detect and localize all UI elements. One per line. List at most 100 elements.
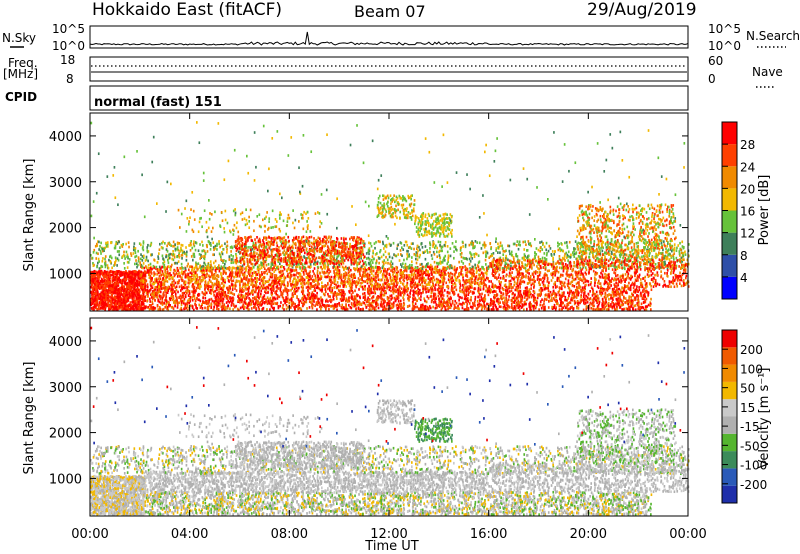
power-cell xyxy=(630,295,633,299)
power-cell xyxy=(115,288,117,292)
power-cell xyxy=(428,288,431,292)
power-cell xyxy=(440,293,443,297)
power-cell xyxy=(569,290,572,294)
power-cell xyxy=(220,305,223,309)
power-cell xyxy=(367,277,369,281)
power-cell xyxy=(377,306,380,310)
power-cell xyxy=(93,285,96,288)
power-cell xyxy=(118,276,121,280)
power-cell xyxy=(371,304,374,308)
power-cell xyxy=(151,308,154,312)
power-cell xyxy=(607,308,610,312)
power-cell xyxy=(119,293,122,296)
power-cell xyxy=(180,308,183,312)
power-cell xyxy=(502,292,505,296)
power-cell xyxy=(647,291,650,294)
power-cell xyxy=(338,265,341,268)
power-cell xyxy=(310,283,313,287)
power-cell xyxy=(140,302,143,306)
power-cell xyxy=(583,298,585,302)
power-cell xyxy=(592,304,594,308)
power-cell xyxy=(333,304,336,308)
power-cell xyxy=(451,301,454,305)
power-cell xyxy=(397,306,400,309)
power-cell xyxy=(360,302,363,306)
power-cell xyxy=(418,297,420,300)
power-cell xyxy=(94,274,96,278)
power-cell xyxy=(446,294,449,298)
power-cell xyxy=(129,308,131,312)
power-cell xyxy=(160,294,162,298)
power-cell xyxy=(431,278,433,282)
power-cell xyxy=(518,308,521,311)
power-cell xyxy=(147,291,150,294)
power-cell xyxy=(477,289,479,293)
power-cell xyxy=(142,294,145,297)
power-cell xyxy=(128,270,130,274)
power-cell xyxy=(317,278,320,282)
power-cell xyxy=(519,286,521,289)
power-cell xyxy=(370,272,373,275)
power-cell xyxy=(95,285,97,289)
power-cell xyxy=(132,281,134,284)
power-cell xyxy=(113,286,115,290)
power-cell xyxy=(200,285,202,288)
power-cell xyxy=(204,288,206,291)
power-cell xyxy=(117,270,120,274)
power-cell xyxy=(438,297,440,301)
power-cell xyxy=(441,304,444,308)
power-cell xyxy=(403,301,405,305)
power-cell xyxy=(605,304,608,308)
power-cell xyxy=(406,288,409,292)
power-cell xyxy=(592,291,594,295)
power-cell xyxy=(425,290,427,294)
power-cell xyxy=(372,299,374,303)
power-cell xyxy=(111,285,114,288)
power-cell xyxy=(471,286,473,289)
power-cell xyxy=(549,290,552,294)
power-cell xyxy=(494,296,497,299)
power-cell xyxy=(222,297,225,301)
power-cell xyxy=(271,306,274,310)
power-cell xyxy=(620,299,622,302)
power-cell xyxy=(95,295,97,298)
power-cell xyxy=(416,291,418,295)
power-cell xyxy=(385,307,387,311)
power-cell xyxy=(490,288,492,292)
power-cell xyxy=(469,290,472,293)
power-cell xyxy=(305,298,308,301)
power-cell xyxy=(91,273,94,277)
power-cell xyxy=(91,293,93,297)
power-cell xyxy=(338,289,340,293)
power-cell xyxy=(582,298,584,302)
power-cell xyxy=(341,303,344,307)
power-cell xyxy=(98,301,101,305)
power-cell xyxy=(96,289,99,293)
power-cell xyxy=(558,289,561,293)
power-cell xyxy=(120,280,123,283)
power-cell xyxy=(426,287,429,290)
power-cell xyxy=(120,301,123,304)
power-cell xyxy=(597,299,599,303)
power-cell xyxy=(131,272,134,276)
power-cell xyxy=(611,290,614,294)
power-cell xyxy=(191,298,194,302)
power-cell xyxy=(369,303,372,307)
nave-tick-bottom: 0 xyxy=(708,72,716,86)
power-cell xyxy=(599,292,602,295)
power-cell xyxy=(254,286,257,289)
power-cell xyxy=(149,283,152,286)
power-cell xyxy=(615,293,618,297)
power-cell xyxy=(126,296,128,299)
power-cell xyxy=(125,288,128,292)
power-cell xyxy=(132,300,135,303)
power-cell xyxy=(585,301,587,305)
power-cell xyxy=(259,286,262,290)
power-cell xyxy=(231,288,234,291)
power-cell xyxy=(616,288,618,291)
power-cell xyxy=(281,292,284,295)
power-cell xyxy=(299,299,302,303)
power-cell xyxy=(246,306,248,310)
power-cell xyxy=(90,291,92,294)
power-cell xyxy=(463,290,465,294)
